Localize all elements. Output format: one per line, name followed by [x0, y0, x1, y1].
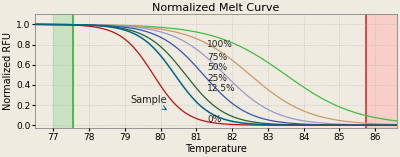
Text: 12.5%: 12.5% — [207, 84, 236, 93]
Text: 0%: 0% — [207, 115, 222, 124]
Title: Normalized Melt Curve: Normalized Melt Curve — [152, 3, 280, 14]
Bar — [53, 14, 73, 128]
Text: 50%: 50% — [207, 63, 227, 72]
Text: 75%: 75% — [207, 53, 227, 62]
X-axis label: Temperature: Temperature — [185, 143, 247, 154]
Text: Sample: Sample — [130, 95, 167, 109]
Text: 25%: 25% — [207, 74, 227, 83]
Y-axis label: Normalized RFU: Normalized RFU — [4, 32, 14, 110]
Text: 100%: 100% — [207, 40, 233, 49]
Bar — [366, 14, 396, 128]
